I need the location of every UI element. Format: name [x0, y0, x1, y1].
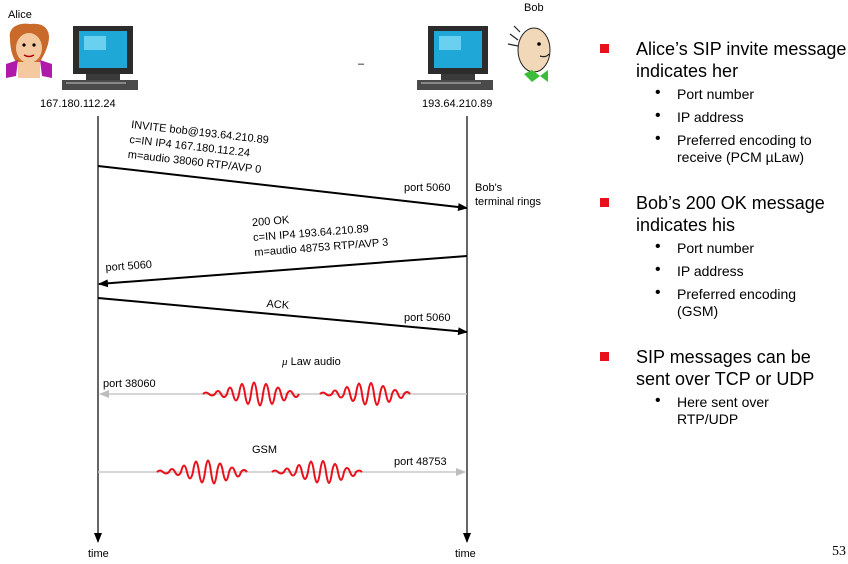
sub-bullet: • IP address: [655, 261, 744, 279]
bob-avatar-icon: [507, 25, 551, 82]
ulaw-wave-1: [202, 381, 300, 407]
bob-name: Bob: [524, 2, 544, 14]
bullet-dot-icon: •: [655, 84, 661, 101]
ok-arrow: [98, 255, 468, 288]
invite-arrow: [97, 165, 468, 211]
ack-port: port 5060: [404, 312, 451, 324]
bullet-dot-icon: •: [655, 130, 661, 147]
bullet-square-icon: [600, 44, 609, 53]
alice-computer-icon: [62, 26, 138, 90]
bullet-dot-icon: •: [655, 284, 661, 301]
bullet-transport: SIP messages can be sent over TCP or UDP: [600, 346, 848, 390]
ack-arrow: [97, 297, 468, 336]
bob-time-label: time: [455, 548, 476, 560]
gsm-wave-2: [271, 460, 363, 484]
sub-bullet: • Preferred encoding (GSM): [655, 284, 797, 319]
gsm-wave-1: [156, 459, 248, 485]
sub-bullet: • IP address: [655, 107, 744, 125]
bullet-dot-icon: •: [655, 238, 661, 255]
bullet-square-icon: [600, 198, 609, 207]
bob-computer-icon: [417, 26, 493, 90]
sub-bullet: • Port number: [655, 238, 755, 256]
mu-symbol: μ: [282, 356, 288, 368]
bullet-dot-icon: •: [655, 392, 661, 409]
sub-bullet: • Preferred encoding to receive (PCM µLaw…: [655, 130, 812, 165]
bullet-dot-icon: •: [655, 107, 661, 124]
alice-ip: 167.180.112.24: [40, 98, 116, 110]
ulaw-wave-2: [319, 382, 411, 406]
alice-time-label: time: [88, 548, 109, 560]
bullet-ok: Bob’s 200 OK message indicates his: [600, 192, 848, 236]
ulaw-label: μ Law audio: [282, 356, 341, 368]
bob-rings-note: Bob's terminal rings: [475, 182, 542, 208]
sub-bullet: • Here sent over RTP/UDP: [655, 392, 769, 427]
bullet-list: Alice’s SIP invite message indicates her…: [600, 38, 848, 428]
sub-bullet: • Port number: [655, 84, 755, 102]
ack-label: ACK: [265, 298, 290, 312]
gsm-port: port 48753: [394, 456, 447, 468]
page-number: 53: [832, 544, 846, 559]
invite-port: port 5060: [404, 182, 451, 194]
alice-name: Alice: [8, 9, 32, 21]
alice-avatar-icon: [6, 23, 52, 78]
ulaw-port: port 38060: [103, 378, 156, 390]
bullet-square-icon: [600, 352, 609, 361]
bullet-invite: Alice’s SIP invite message indicates her: [600, 38, 848, 82]
gsm-label: GSM: [252, 444, 278, 456]
bob-ip: 193.64.210.89: [422, 98, 493, 110]
bullet-dot-icon: •: [655, 261, 661, 278]
separator-dash: –: [358, 58, 365, 70]
